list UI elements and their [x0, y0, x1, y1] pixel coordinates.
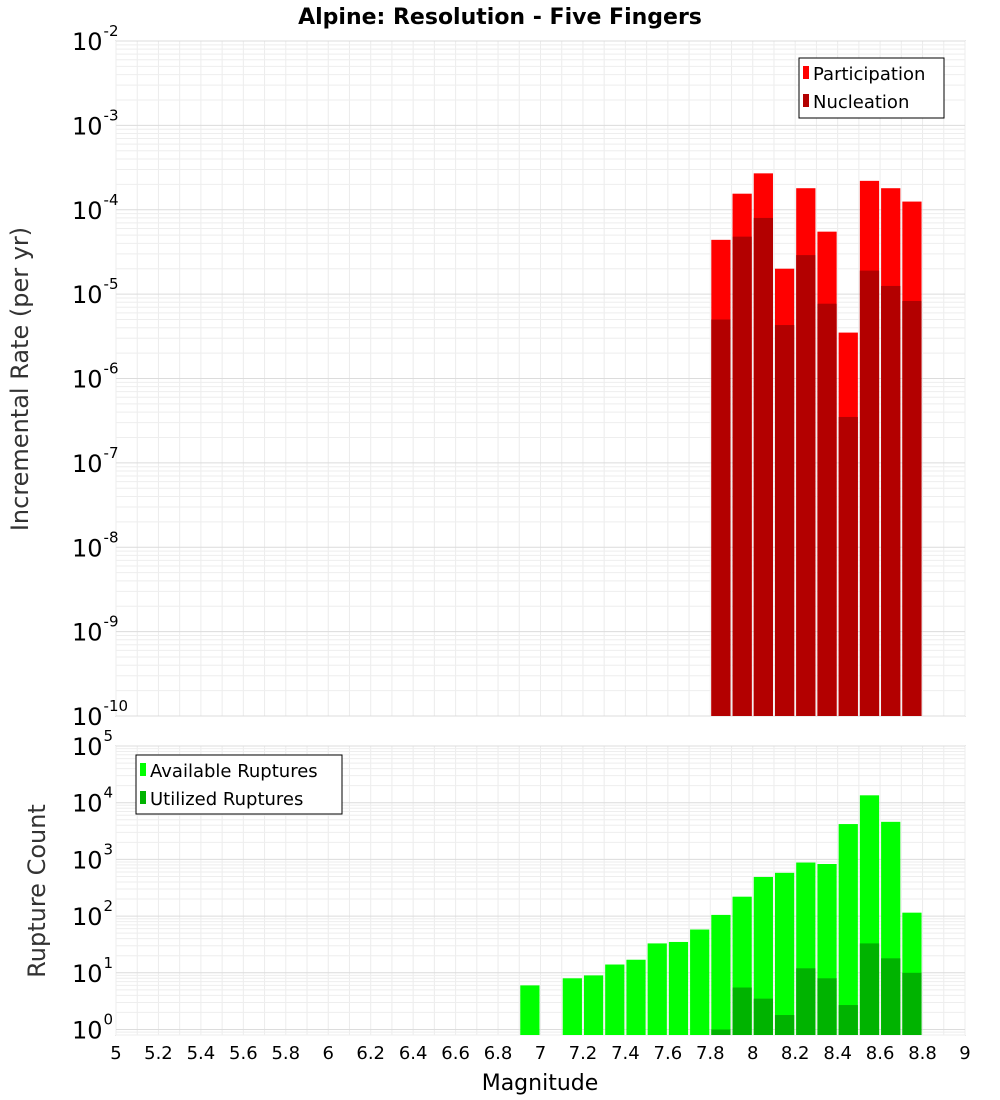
count-y-tick-label: 103	[72, 840, 113, 874]
x-tick-label: 8.8	[908, 1043, 937, 1064]
x-tick-label: 6.6	[441, 1043, 470, 1064]
x-axis-label: Magnitude	[482, 1071, 599, 1096]
count-y-tick-label: 105	[72, 727, 113, 761]
count-bar-utilized-ruptures	[711, 1029, 731, 1035]
rate-bar-nucleation	[817, 303, 837, 716]
chart-title: Alpine: Resolution - Five Fingers	[298, 5, 702, 30]
x-tick-label: 5	[110, 1043, 121, 1064]
rate-bar-nucleation	[796, 255, 816, 716]
rate-gridlines	[115, 40, 966, 717]
count-bar-utilized-ruptures	[774, 1015, 795, 1035]
x-tick-label: 5.2	[144, 1043, 173, 1064]
count-legend: Available Ruptures Utilized Ruptures	[135, 754, 343, 815]
count-bars	[520, 795, 922, 1035]
rate-bar-nucleation	[902, 300, 922, 716]
rate-bar-nucleation	[881, 285, 901, 716]
count-bar-available-ruptures	[838, 824, 858, 1035]
x-tick-label: 7.6	[654, 1043, 683, 1064]
count-y-axis-label: Rupture Count	[23, 804, 51, 978]
rate-y-tick-label: 10-10	[72, 697, 128, 731]
rate-y-tick-label: 10-7	[72, 444, 119, 478]
legend-label-available: Available Ruptures	[150, 761, 318, 782]
x-tick-label: 7.4	[611, 1043, 640, 1064]
count-bar-utilized-ruptures	[732, 987, 752, 1035]
count-bar-utilized-ruptures	[881, 958, 901, 1035]
count-bar-utilized-ruptures	[859, 943, 880, 1035]
rate-bar-nucleation	[859, 270, 880, 716]
rate-y-tick-label: 10-5	[72, 275, 119, 309]
x-tick-label: 8.6	[866, 1043, 895, 1064]
legend-label-utilized: Utilized Ruptures	[150, 789, 303, 810]
count-panel: 100 101 102 103 104 105 5 5.2 5.4 5.6 5.8 6 6.2 6.4 6…	[23, 727, 971, 1096]
count-y-tick-label: 104	[72, 784, 113, 818]
rate-panel: 10-10 10-9 10-8 10-7 10-6 10-5 10-4 10-3 10-2 In…	[6, 22, 966, 731]
x-tick-label: 5.6	[229, 1043, 258, 1064]
legend-swatch-nucleation	[803, 94, 809, 107]
count-y-tick-label: 101	[72, 954, 113, 988]
legend-swatch-available	[140, 763, 146, 776]
count-bar-utilized-ruptures	[817, 978, 837, 1035]
rate-y-tick-label: 10-8	[72, 528, 119, 562]
x-tick-label: 6.4	[399, 1043, 428, 1064]
count-bar-utilized-ruptures	[902, 972, 922, 1035]
x-tick-label: 8.2	[781, 1043, 810, 1064]
legend-label-participation: Participation	[813, 64, 925, 85]
x-tick-label: 9	[959, 1043, 970, 1064]
x-tick-label: 8	[747, 1043, 758, 1064]
count-bar-available-ruptures	[753, 876, 773, 1035]
rate-y-tick-label: 10-2	[72, 22, 119, 56]
legend-swatch-participation	[803, 66, 809, 79]
count-y-tick-label: 102	[72, 897, 113, 931]
rate-y-tick-label: 10-3	[72, 106, 119, 140]
legend-swatch-utilized	[140, 791, 146, 804]
rate-bar-nucleation	[774, 325, 795, 716]
count-y-tick-label: 100	[72, 1011, 113, 1045]
rate-bars	[711, 173, 922, 717]
x-tick-label: 6	[323, 1043, 334, 1064]
rate-y-tick-label: 10-4	[72, 191, 119, 225]
count-bar-available-ruptures	[668, 941, 689, 1035]
x-tick-label: 7	[535, 1043, 546, 1064]
count-bar-utilized-ruptures	[753, 998, 773, 1035]
rate-bar-nucleation	[711, 319, 731, 716]
x-tick-label: 5.8	[271, 1043, 300, 1064]
count-bar-utilized-ruptures	[838, 1005, 858, 1035]
x-tick-label: 8.4	[823, 1043, 852, 1064]
rate-bar-nucleation	[732, 236, 752, 716]
count-y-tick-labels: 100 101 102 103 104 105	[72, 727, 113, 1045]
count-bar-available-ruptures	[520, 985, 540, 1035]
count-bar-available-ruptures	[626, 959, 646, 1035]
count-legend-box	[135, 754, 343, 815]
rate-legend-box	[798, 57, 945, 119]
count-bar-available-ruptures	[690, 929, 710, 1035]
x-tick-label: 7.8	[696, 1043, 725, 1064]
count-bar-utilized-ruptures	[796, 968, 816, 1035]
rate-y-tick-label: 10-9	[72, 613, 119, 647]
count-bar-available-ruptures	[711, 914, 731, 1035]
rate-legend: Participation Nucleation	[798, 57, 945, 119]
count-bar-available-ruptures	[562, 978, 582, 1035]
x-tick-label: 6.2	[356, 1043, 385, 1064]
x-tick-labels: 5 5.2 5.4 5.6 5.8 6 6.2 6.4 6.6 6.8 7 7.2 7.4 7.6 7.8 8…	[110, 1043, 970, 1064]
count-bar-available-ruptures	[774, 872, 795, 1035]
rate-bar-nucleation	[753, 217, 773, 716]
rate-bar-nucleation	[838, 416, 858, 716]
x-tick-label: 7.2	[569, 1043, 598, 1064]
rate-y-axis-label: Incremental Rate (per yr)	[6, 227, 34, 531]
x-tick-label: 5.4	[187, 1043, 216, 1064]
count-bar-available-ruptures	[605, 964, 625, 1035]
count-bar-available-ruptures	[647, 943, 667, 1035]
rate-y-tick-label: 10-6	[72, 360, 119, 394]
count-bar-available-ruptures	[583, 975, 604, 1035]
x-tick-label: 6.8	[484, 1043, 513, 1064]
legend-label-nucleation: Nucleation	[813, 92, 909, 113]
